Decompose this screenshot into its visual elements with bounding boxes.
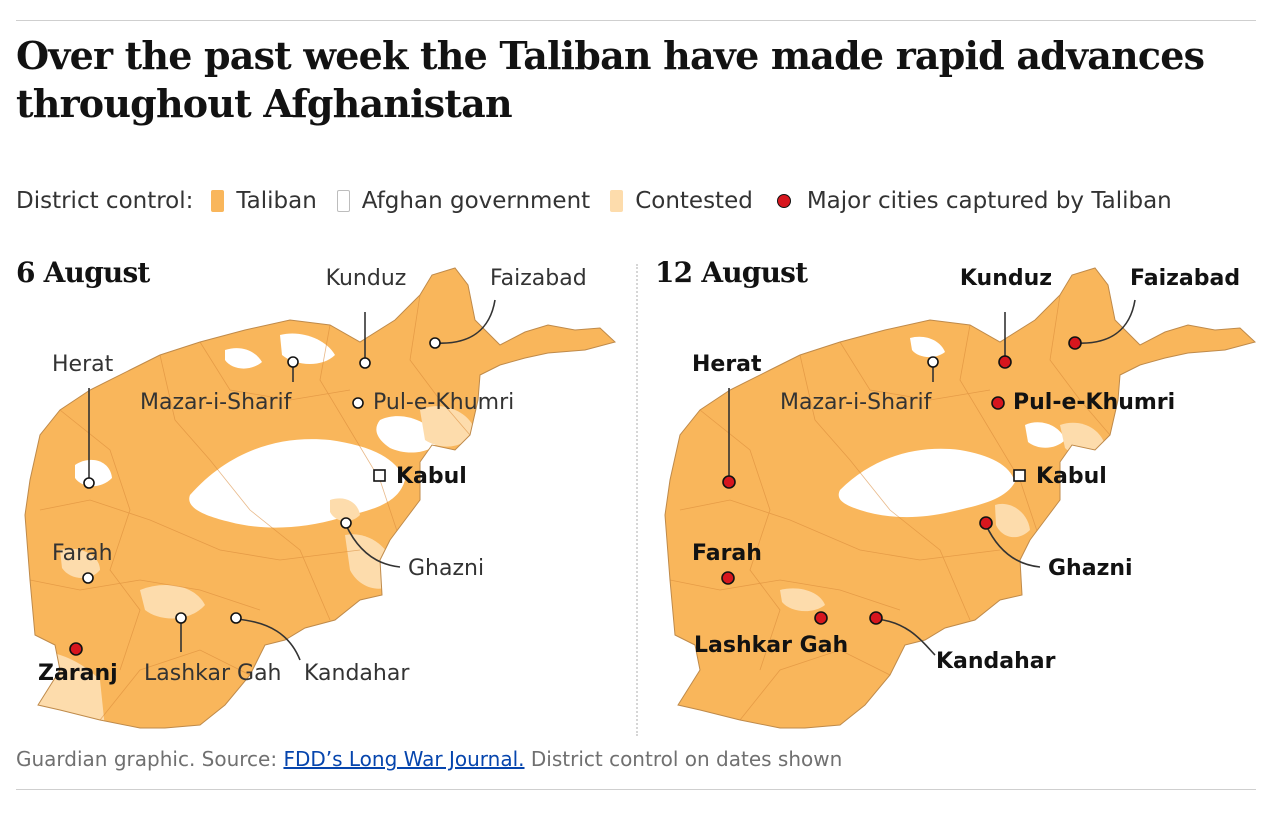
label-pulekhumri-6-august: Pul-e-Khumri bbox=[373, 390, 514, 415]
label-mazar-6-august: Mazar-i-Sharif bbox=[140, 390, 293, 415]
source-note: Guardian graphic. Source: FDD’s Long War… bbox=[16, 747, 842, 771]
map-12-august-district-lines bbox=[669, 294, 1111, 721]
marker-zaranj-6-august bbox=[69, 642, 83, 656]
legend-swatch-contested bbox=[610, 190, 624, 212]
label-faizabad-6-august: Faizabad bbox=[490, 266, 587, 291]
marker-kunduz-12-august bbox=[998, 355, 1012, 369]
panel-date-12-august: 12 August bbox=[655, 256, 808, 289]
marker-lashkargah-6-august bbox=[175, 612, 187, 624]
marker-herat-12-august bbox=[722, 475, 736, 489]
marker-kandahar-12-august bbox=[869, 611, 883, 625]
legend: District control: Taliban Afghan governm… bbox=[16, 184, 1192, 218]
map-12-august-government-center bbox=[838, 448, 1015, 518]
label-farah-12-august: Farah bbox=[692, 541, 762, 566]
panel-date-6-august: 6 August bbox=[16, 256, 150, 289]
marker-farah-6-august bbox=[82, 572, 94, 584]
marker-kabul-6-august bbox=[373, 469, 386, 482]
label-ghazni-6-august: Ghazni bbox=[408, 556, 484, 581]
label-lashkargah-12-august: Lashkar Gah bbox=[694, 633, 848, 658]
map-12-august-government-kabul bbox=[1025, 422, 1065, 448]
label-herat-6-august: Herat bbox=[52, 352, 114, 377]
map-12-august-leader-lines bbox=[728, 299, 1136, 656]
map-6-august-contested-ghazni bbox=[330, 498, 360, 522]
top-rule bbox=[16, 20, 1256, 21]
maps-svg: Kunduz Faizabad Herat Mazar-i-Sharif Pul… bbox=[24, 266, 1256, 729]
marker-farah-12-august bbox=[721, 571, 735, 585]
legend-label-captured-cities: Major cities captured by Taliban bbox=[806, 188, 1172, 214]
legend-swatch-taliban bbox=[211, 190, 225, 212]
map-6-august-contested-farah bbox=[60, 548, 100, 579]
legend-lead: District control: bbox=[16, 188, 194, 214]
source-prefix: Guardian graphic. Source: bbox=[16, 747, 284, 771]
label-mazar-12-august: Mazar-i-Sharif bbox=[780, 390, 933, 415]
map-12-august: Kunduz Faizabad Herat Mazar-i-Sharif Pul… bbox=[664, 266, 1256, 729]
chart-title: Over the past week the Taliban have made… bbox=[16, 33, 1205, 126]
legend-swatch-government bbox=[336, 190, 350, 212]
map-6-august-government-mazar bbox=[225, 348, 262, 369]
label-kabul-12-august: Kabul bbox=[1036, 464, 1107, 489]
label-zaranj-6-august: Zaranj bbox=[38, 661, 118, 686]
marker-faizabad-12-august bbox=[1068, 336, 1082, 350]
bottom-rule bbox=[16, 789, 1256, 790]
label-kabul-6-august: Kabul bbox=[396, 464, 467, 489]
marker-kabul-12-august bbox=[1013, 469, 1026, 482]
label-faizabad-12-august: Faizabad bbox=[1130, 266, 1240, 291]
legend-label-contested: Contested bbox=[635, 188, 753, 214]
marker-mazar-6-august bbox=[287, 356, 299, 368]
map-6-august: Kunduz Faizabad Herat Mazar-i-Sharif Pul… bbox=[24, 266, 616, 729]
legend-label-government: Afghan government bbox=[361, 188, 591, 214]
marker-faizabad-6-august bbox=[429, 337, 441, 349]
label-farah-6-august: Farah bbox=[52, 541, 113, 566]
panel-divider bbox=[636, 264, 638, 736]
marker-kandahar-6-august bbox=[230, 612, 242, 624]
marker-pulekhumri-12-august bbox=[991, 396, 1005, 410]
map-6-august-contested-east bbox=[420, 406, 475, 447]
marker-mazar-12-august bbox=[927, 356, 939, 368]
marker-ghazni-12-august bbox=[979, 516, 993, 530]
marker-kunduz-6-august bbox=[359, 357, 371, 369]
map-6-august-leader-lines bbox=[88, 299, 496, 661]
label-kunduz-12-august: Kunduz bbox=[960, 266, 1052, 291]
label-kandahar-6-august: Kandahar bbox=[304, 661, 410, 686]
label-herat-12-august: Herat bbox=[692, 352, 762, 377]
marker-ghazni-6-august bbox=[340, 517, 352, 529]
label-kandahar-12-august: Kandahar bbox=[936, 649, 1056, 674]
legend-captured-city-marker bbox=[776, 194, 791, 208]
map-12-august-government-north bbox=[910, 336, 945, 358]
map-6-august-contested-helmand bbox=[140, 585, 205, 619]
source-link[interactable]: FDD’s Long War Journal. bbox=[283, 747, 525, 771]
label-kunduz-6-august: Kunduz bbox=[326, 266, 407, 291]
marker-herat-6-august bbox=[83, 477, 95, 489]
label-pulekhumri-12-august: Pul-e-Khumri bbox=[1013, 390, 1175, 415]
map-12-august-contested-helmand bbox=[780, 588, 825, 612]
source-suffix: District control on dates shown bbox=[524, 747, 843, 771]
marker-lashkargah-12-august bbox=[814, 611, 828, 625]
legend-label-taliban: Taliban bbox=[236, 188, 317, 214]
label-lashkargah-6-august: Lashkar Gah bbox=[144, 661, 282, 686]
map-12-august-contested-southeast bbox=[995, 503, 1030, 538]
marker-pulekhumri-6-august bbox=[352, 397, 364, 409]
map-6-august-district-lines bbox=[29, 294, 471, 721]
label-ghazni-12-august: Ghazni bbox=[1048, 556, 1133, 581]
